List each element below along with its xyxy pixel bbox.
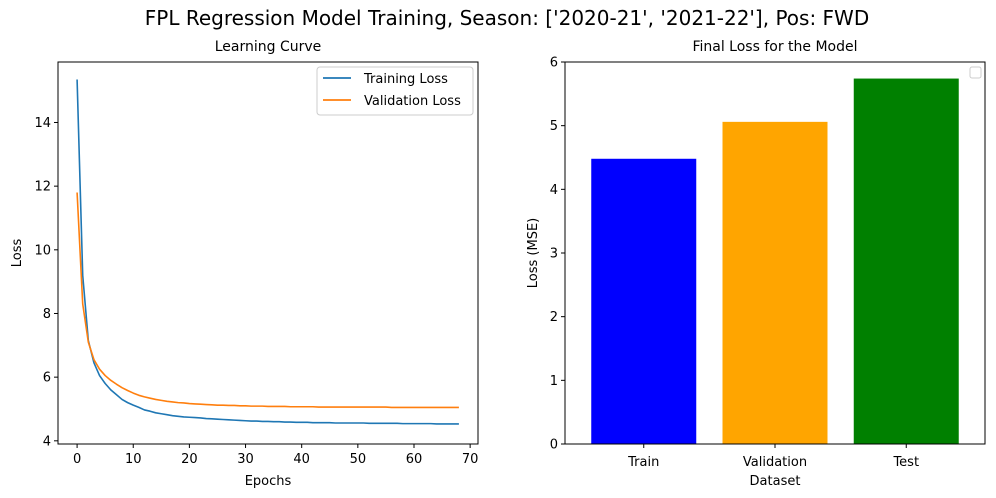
learning-curve-xlabel: Epochs bbox=[245, 474, 292, 489]
final-loss-frame bbox=[564, 61, 986, 445]
y-tick-label: 0 bbox=[550, 438, 558, 453]
y-tick-label: 6 bbox=[43, 371, 51, 386]
bar-test bbox=[853, 78, 959, 444]
y-tick-label: 5 bbox=[550, 119, 558, 134]
y-tick-label: 2 bbox=[550, 310, 558, 325]
learning-curve-ylabel: Loss bbox=[10, 239, 25, 268]
x-tick-label-test: Test bbox=[892, 455, 919, 470]
legend-label-training-loss: Training Loss bbox=[363, 72, 448, 87]
x-tick-label: 10 bbox=[125, 452, 142, 467]
learning-curve-x-ticks: 0 10 20 30 40 50 60 70 bbox=[73, 444, 478, 467]
final-loss-x-ticks: Train Validation Test bbox=[627, 444, 919, 470]
bar-train bbox=[591, 158, 697, 445]
y-tick-label: 4 bbox=[550, 183, 558, 198]
final-loss-xlabel: Dataset bbox=[750, 474, 801, 489]
y-tick-label: 4 bbox=[43, 434, 51, 449]
y-tick-label: 3 bbox=[550, 247, 558, 262]
final-loss-ylabel: Loss (MSE) bbox=[526, 218, 541, 288]
final-loss-y-ticks: 0 1 2 3 4 5 6 bbox=[550, 56, 565, 453]
x-tick-label: 50 bbox=[350, 452, 367, 467]
final-loss-title: Final Loss for the Model bbox=[692, 39, 857, 55]
y-tick-label: 6 bbox=[550, 56, 558, 71]
figure-suptitle: FPL Regression Model Training, Season: [… bbox=[145, 6, 869, 30]
learning-curve-y-ticks: 4 6 8 10 12 14 bbox=[34, 116, 58, 449]
legend-label-validation-loss: Validation Loss bbox=[364, 94, 461, 109]
bar-validation bbox=[722, 121, 828, 444]
learning-curve-frame bbox=[57, 61, 479, 445]
learning-curve-title: Learning Curve bbox=[215, 39, 322, 55]
final-loss-empty-legend bbox=[969, 66, 982, 79]
x-tick-label: 60 bbox=[406, 452, 423, 467]
learning-curve-legend: Training Loss Validation Loss bbox=[316, 66, 474, 116]
y-tick-label: 1 bbox=[550, 374, 558, 389]
x-tick-label: 30 bbox=[237, 452, 254, 467]
final-loss-bars bbox=[591, 78, 959, 445]
legend-box bbox=[316, 66, 474, 116]
y-tick-label: 14 bbox=[34, 116, 51, 131]
final-loss-axes: Final Loss for the Model Train Validation… bbox=[526, 39, 986, 489]
x-tick-label: 70 bbox=[462, 452, 479, 467]
series-line-training-loss bbox=[76, 79, 459, 425]
x-tick-label-validation: Validation bbox=[743, 455, 807, 470]
y-tick-label: 10 bbox=[34, 243, 51, 258]
x-tick-label: 20 bbox=[181, 452, 198, 467]
learning-curve-lines bbox=[76, 79, 459, 425]
series-line-validation-loss bbox=[76, 192, 459, 409]
x-tick-label-train: Train bbox=[627, 455, 659, 470]
x-tick-label: 0 bbox=[73, 452, 81, 467]
y-tick-label: 12 bbox=[34, 180, 51, 195]
x-tick-label: 40 bbox=[293, 452, 310, 467]
learning-curve-axes: Learning Curve 0 10 20 30 40 50 60 70 4 6 8 10 12 14… bbox=[10, 39, 479, 489]
y-tick-label: 8 bbox=[43, 307, 51, 322]
